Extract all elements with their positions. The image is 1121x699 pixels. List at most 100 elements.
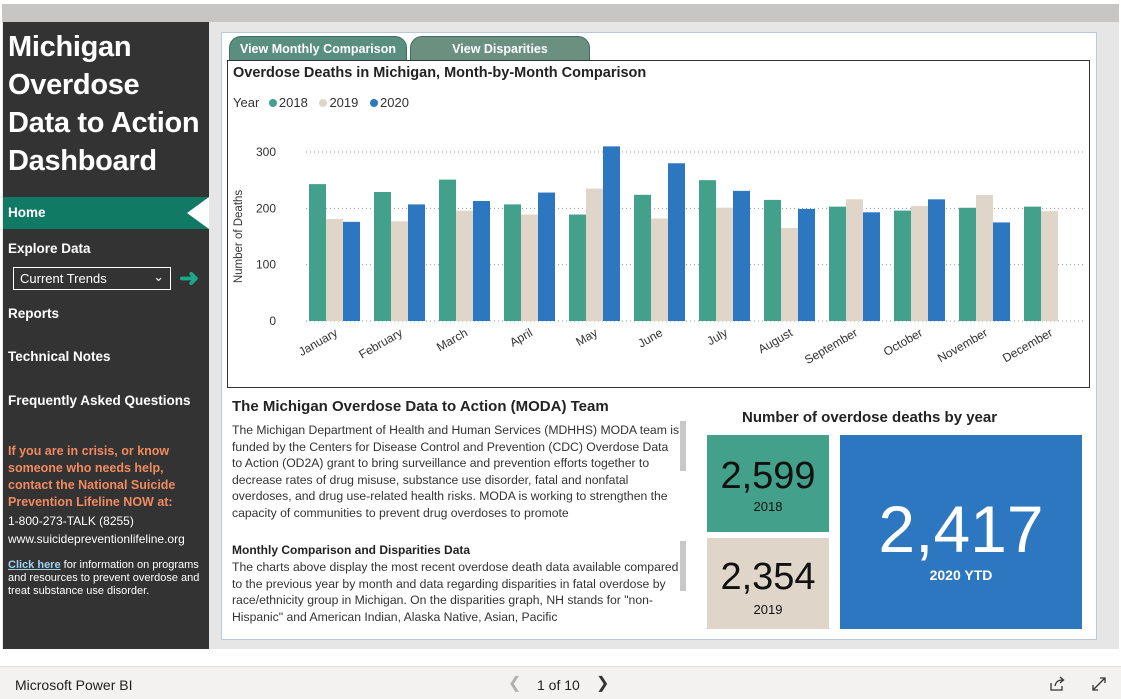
card-value: 2,599 (720, 455, 816, 497)
click-here-link[interactable]: Click here (8, 559, 61, 571)
bar-2019-december (1041, 211, 1058, 321)
app-title: Michigan Overdose Data to Action Dashboa… (8, 31, 200, 177)
nav-home[interactable]: Home (3, 197, 209, 229)
tab-disparities[interactable]: View Disparities (410, 36, 590, 61)
bar-2020-october (928, 199, 945, 321)
y-axis-label: Number of Deaths (233, 190, 245, 284)
x-tick-label: December (1000, 325, 1055, 365)
legend-label: 2020 (380, 95, 409, 110)
legend-label: 2019 (329, 95, 359, 110)
x-tick-label: July (705, 325, 730, 348)
y-tick-label: 300 (256, 145, 276, 159)
x-tick-label: June (635, 325, 665, 350)
x-tick-label: October (881, 325, 925, 358)
nav-explore-data[interactable]: Explore Data (8, 241, 91, 256)
x-tick-label: August (756, 325, 796, 356)
dropdown-value: Current Trends (20, 271, 107, 286)
card-value: 2,417 (878, 492, 1044, 566)
monthly-comparison-body: The charts above display the most recent… (232, 560, 679, 624)
moda-body: The Michigan Department of Health and Hu… (232, 423, 680, 520)
monthly-scrollbar[interactable] (680, 541, 686, 591)
chart-title: Overdose Deaths in Michigan, Month-by-Mo… (233, 65, 647, 81)
x-tick-label: January (296, 325, 340, 358)
y-tick-label: 100 (256, 258, 276, 272)
moda-scrollbar[interactable] (680, 421, 686, 471)
chevron-left-icon[interactable]: ❮ (508, 675, 522, 692)
y-tick-label: 0 (269, 314, 276, 328)
x-tick-label: April (507, 325, 535, 349)
crisis-url: www.suicidepreventionlifeline.org (8, 532, 185, 546)
bar-2018-november (959, 207, 976, 321)
nav-reports[interactable]: Reports (8, 306, 60, 321)
legend-dot (268, 99, 277, 107)
y-tick-label: 200 (256, 201, 276, 215)
monthly-chart: Overdose Deaths in Michigan, Month-by-Mo… (227, 60, 1090, 388)
page-indicator: 1 of 10 (537, 677, 580, 693)
bar-2019-may (586, 188, 603, 321)
bar-2020-august (798, 208, 815, 321)
legend-dot (319, 99, 328, 107)
moda-title: The Michigan Overdose Data to Action (MO… (232, 398, 609, 415)
bar-2018-february (374, 191, 391, 321)
card-label: 2020 YTD (929, 567, 993, 583)
bar-2020-april (538, 192, 555, 321)
x-tick-label: September (802, 325, 860, 366)
card-2018: 2,599 2018 (707, 435, 829, 532)
bar-2020-march (473, 201, 490, 321)
bar-2019-january (326, 219, 343, 321)
chevron-right-icon[interactable]: ❯ (596, 675, 610, 692)
card-label: 2018 (753, 499, 783, 514)
nav-faq[interactable]: Frequently Asked Questions (8, 393, 191, 408)
top-strip (0, 0, 1121, 4)
app-name: Microsoft Power BI (15, 677, 133, 693)
bar-2019-february (391, 221, 408, 321)
cards-title: Number of overdose deaths by year (742, 409, 998, 426)
x-tick-label: March (434, 325, 470, 354)
chart-legend: Year 2018 2019 2020 (233, 95, 413, 110)
card-2020-ytd: 2,417 2020 YTD (840, 435, 1082, 629)
bar-2020-february (408, 204, 425, 321)
card-value: 2,354 (720, 556, 816, 598)
bar-2019-june (651, 218, 668, 321)
chart-plot: 0 100 200 300 Number of Deaths January Februar… (233, 145, 1086, 367)
bar-2018-may (569, 214, 586, 321)
bar-2019-october (911, 206, 928, 321)
report-frame-header (2, 4, 1119, 22)
bar-2019-july (716, 207, 733, 321)
legend-item-2019[interactable]: 2019 (315, 95, 360, 110)
nav-home-label: Home (8, 205, 46, 220)
bar-2019-november (976, 194, 993, 321)
crisis-phone: 1-800-273-TALK (8255) (8, 514, 134, 528)
bar-2018-january (309, 184, 326, 321)
tab-monthly-comparison[interactable]: View Monthly Comparison (229, 36, 407, 61)
arrow-right-icon[interactable]: ➜ (179, 265, 200, 292)
bar-2019-april (521, 214, 538, 321)
powerbi-footer: Microsoft Power BI ❮ 1 of 10 ❯ (0, 666, 1121, 699)
sidebar: Michigan Overdose Data to Action Dashboa… (3, 22, 209, 649)
bar-2018-july (699, 180, 716, 321)
bar-2020-november (993, 222, 1010, 321)
x-tick-label: May (573, 325, 600, 348)
bar-2020-may (603, 146, 620, 321)
info-block: Click here for information on programs a… (8, 559, 203, 598)
bar-2019-august (781, 228, 798, 321)
card-label: 2019 (753, 602, 783, 617)
fullscreen-icon[interactable] (1090, 675, 1108, 693)
share-icon[interactable] (1048, 675, 1066, 693)
bar-2020-january (343, 221, 360, 321)
monthly-comparison-title: Monthly Comparison and Disparities Data (232, 543, 471, 557)
x-tick-label: November (935, 325, 990, 365)
bar-2018-march (439, 179, 456, 321)
bar-2018-october (894, 210, 911, 321)
nav-technical-notes[interactable]: Technical Notes (8, 349, 111, 364)
legend-title: Year (233, 95, 260, 110)
bar-2019-september (846, 199, 863, 321)
info-text: for information on programs and resource… (8, 559, 200, 597)
bar-2018-april (504, 204, 521, 321)
legend-item-2018[interactable]: 2018 (265, 95, 310, 110)
explore-data-dropdown[interactable]: Current Trends ⌄ (13, 267, 171, 290)
legend-item-2020[interactable]: 2020 (366, 95, 411, 110)
legend-label: 2018 (278, 95, 308, 110)
bar-2018-december (1024, 206, 1041, 321)
bar-2020-september (863, 212, 880, 321)
